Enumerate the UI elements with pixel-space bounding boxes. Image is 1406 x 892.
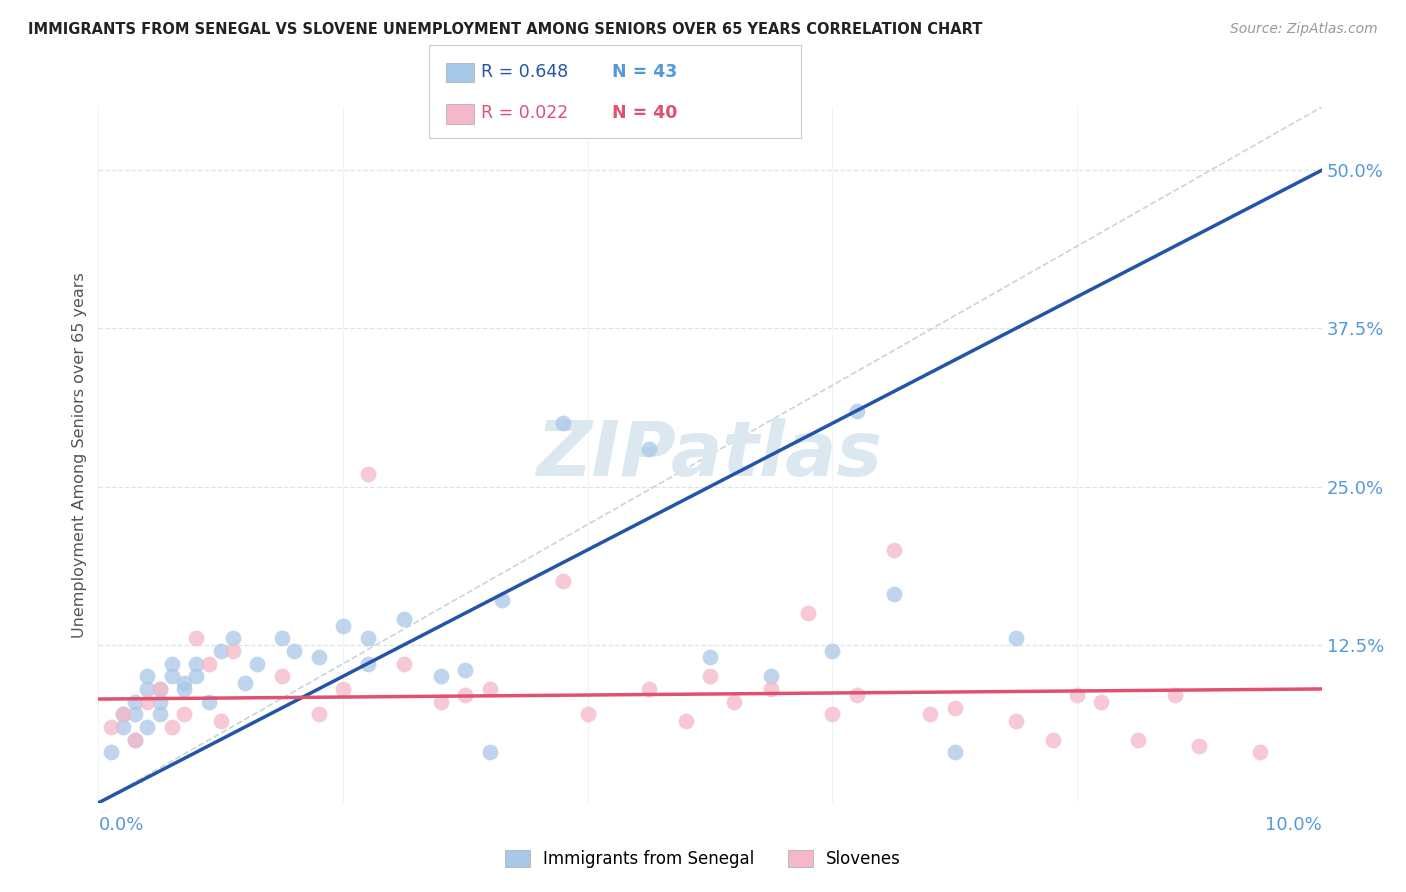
Point <box>308 650 330 665</box>
Point <box>149 695 172 709</box>
Point <box>124 732 146 747</box>
Point <box>173 681 195 696</box>
Point <box>637 442 661 456</box>
Point <box>160 669 183 683</box>
Point <box>173 675 195 690</box>
Point <box>699 650 721 665</box>
Point <box>1249 745 1271 759</box>
Point <box>136 681 159 696</box>
Point <box>356 467 378 481</box>
Point <box>454 688 477 702</box>
Point <box>920 707 942 722</box>
Point <box>1090 695 1112 709</box>
Point <box>222 644 245 658</box>
Point <box>430 669 453 683</box>
Point <box>100 720 122 734</box>
Point <box>478 745 501 759</box>
Text: R = 0.648: R = 0.648 <box>481 62 568 80</box>
Point <box>222 632 245 646</box>
Point <box>283 644 305 658</box>
Point <box>308 707 330 722</box>
Point <box>1004 714 1026 728</box>
Point <box>197 657 219 671</box>
Point <box>576 707 599 722</box>
Point <box>883 542 905 557</box>
Point <box>943 745 966 759</box>
Point <box>356 632 378 646</box>
Point <box>392 657 416 671</box>
Text: IMMIGRANTS FROM SENEGAL VS SLOVENE UNEMPLOYMENT AMONG SENIORS OVER 65 YEARS CORR: IMMIGRANTS FROM SENEGAL VS SLOVENE UNEMP… <box>28 22 983 37</box>
Point <box>270 632 292 646</box>
Point <box>1164 688 1187 702</box>
Point <box>356 657 378 671</box>
Point <box>186 632 208 646</box>
Point <box>1042 732 1064 747</box>
Point <box>233 675 256 690</box>
Point <box>197 695 219 709</box>
Point <box>149 681 172 696</box>
Point <box>160 720 183 734</box>
Point <box>100 745 122 759</box>
Point <box>332 618 354 632</box>
Point <box>111 707 134 722</box>
Point <box>759 681 782 696</box>
Point <box>430 695 453 709</box>
Text: N = 43: N = 43 <box>612 62 676 80</box>
Legend: Immigrants from Senegal, Slovenes: Immigrants from Senegal, Slovenes <box>498 843 908 875</box>
Point <box>186 669 208 683</box>
Point <box>1004 632 1026 646</box>
Point <box>270 669 292 683</box>
Point <box>553 417 575 431</box>
Point <box>699 669 721 683</box>
Point <box>124 732 146 747</box>
Point <box>124 707 146 722</box>
Text: N = 40: N = 40 <box>612 104 676 122</box>
Point <box>209 714 232 728</box>
Point <box>186 657 208 671</box>
Point <box>246 657 269 671</box>
Point <box>111 720 134 734</box>
Point <box>821 644 844 658</box>
Text: R = 0.022: R = 0.022 <box>481 104 568 122</box>
Point <box>173 707 195 722</box>
Point <box>797 606 820 620</box>
Point <box>845 688 868 702</box>
Point <box>943 701 966 715</box>
Point <box>845 403 868 417</box>
Point <box>478 681 501 696</box>
Point <box>136 720 159 734</box>
Point <box>883 587 905 601</box>
Text: Source: ZipAtlas.com: Source: ZipAtlas.com <box>1230 22 1378 37</box>
Point <box>491 593 513 607</box>
Point <box>759 669 782 683</box>
Y-axis label: Unemployment Among Seniors over 65 years: Unemployment Among Seniors over 65 years <box>72 272 87 638</box>
Point <box>1188 739 1211 753</box>
Point <box>111 707 134 722</box>
Text: 0.0%: 0.0% <box>98 816 143 834</box>
Point <box>723 695 745 709</box>
Point <box>553 574 575 589</box>
Point <box>136 669 159 683</box>
Point <box>392 612 416 626</box>
Point <box>136 695 159 709</box>
Point <box>1066 688 1088 702</box>
Point <box>637 681 661 696</box>
Text: 10.0%: 10.0% <box>1265 816 1322 834</box>
Point <box>1128 732 1150 747</box>
Point <box>821 707 844 722</box>
Point <box>124 695 146 709</box>
Text: ZIPatlas: ZIPatlas <box>537 418 883 491</box>
Point <box>149 681 172 696</box>
Point <box>160 657 183 671</box>
Point <box>209 644 232 658</box>
Point <box>675 714 697 728</box>
Point <box>149 707 172 722</box>
Point <box>332 681 354 696</box>
Point <box>454 663 477 677</box>
